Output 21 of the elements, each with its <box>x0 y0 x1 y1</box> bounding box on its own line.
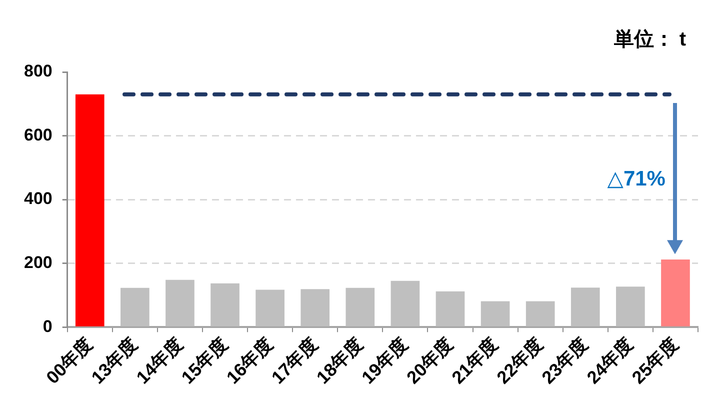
bar <box>570 288 600 326</box>
bar <box>661 260 690 326</box>
bar <box>210 283 240 326</box>
bar <box>436 291 465 326</box>
y-tick-label: 600 <box>24 125 52 144</box>
bar <box>256 290 284 326</box>
bar <box>300 289 330 326</box>
bar <box>166 280 194 326</box>
bar <box>120 288 150 326</box>
y-tick-label: 400 <box>24 189 52 208</box>
y-tick-label: 0 <box>42 316 52 336</box>
bar <box>390 280 420 326</box>
y-tick-label: 800 <box>24 62 52 81</box>
bar <box>616 286 645 326</box>
bar <box>526 301 555 326</box>
y-axis-title: 単位： t <box>612 28 686 51</box>
y-tick-label: 200 <box>24 253 52 272</box>
bar <box>480 301 510 326</box>
bar <box>75 94 104 326</box>
annotation: △71% <box>607 168 666 191</box>
bar <box>346 288 375 326</box>
